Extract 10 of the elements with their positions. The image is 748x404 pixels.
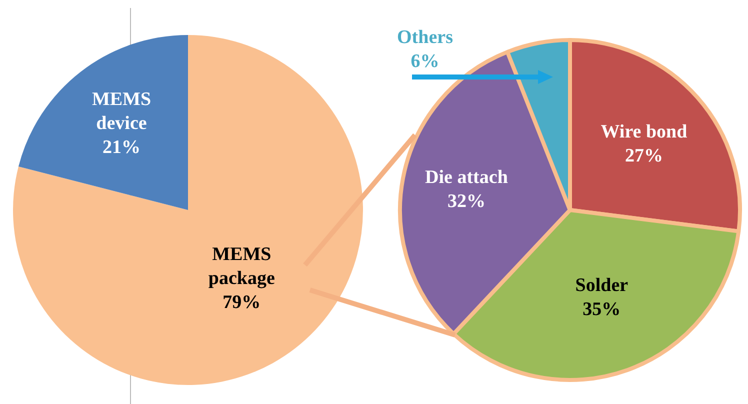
data-label: 79%: [222, 292, 261, 314]
data-label: 21%: [102, 137, 140, 158]
slice-label: Wire bond: [600, 122, 688, 143]
slice-label: MEMS package: [208, 244, 275, 290]
data-label: 35%: [582, 298, 621, 320]
slice-label: Solder: [575, 274, 629, 296]
data-label: 27%: [624, 146, 663, 167]
data-label: 6%: [410, 50, 440, 72]
slice-label: MEMS device: [92, 89, 152, 134]
slice-label: Others: [397, 26, 453, 48]
